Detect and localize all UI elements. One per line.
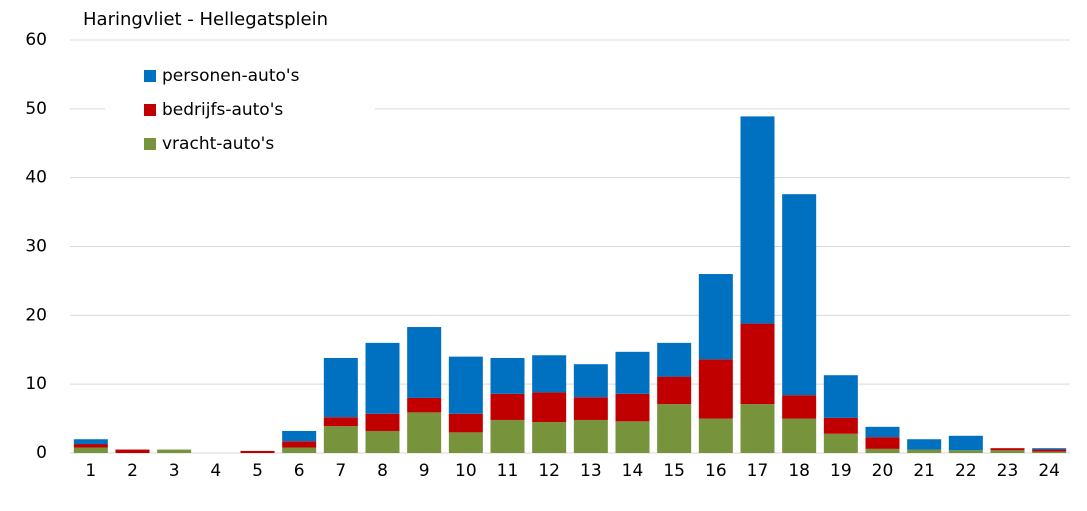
bar-segment [990, 448, 1025, 451]
x-tick-label: 20 [872, 461, 894, 481]
x-tick-label: 2 [127, 461, 138, 481]
y-tick-label: 30 [25, 237, 47, 257]
bar-segment [740, 404, 775, 453]
bar-segment [657, 376, 692, 405]
x-tick-label: 23 [997, 461, 1019, 481]
y-tick-label: 20 [25, 305, 47, 325]
bar-segment [365, 430, 400, 453]
bar-segment [698, 359, 733, 419]
bar-segment [532, 355, 567, 393]
bar-segment [865, 448, 900, 453]
bar-segment [698, 418, 733, 453]
bar-segment [740, 116, 775, 324]
legend-label: personen-auto's [162, 66, 300, 86]
x-tick-label: 19 [830, 461, 852, 481]
bar-segment [573, 419, 608, 453]
bar-segment [782, 395, 817, 419]
bar-segment [865, 426, 900, 438]
bar-segment [73, 439, 108, 445]
x-tick-label: 5 [252, 461, 263, 481]
bar-segment [157, 449, 192, 453]
x-tick-label: 21 [913, 461, 935, 481]
bar-segment [323, 417, 358, 427]
x-tick-label: 12 [538, 461, 560, 481]
legend-label: vracht-auto's [162, 134, 274, 154]
x-tick-label: 15 [663, 461, 685, 481]
bar-segment [407, 412, 442, 453]
legend-label: bedrijfs-auto's [162, 100, 283, 120]
bar-segment [365, 342, 400, 414]
bar-segment [573, 397, 608, 420]
x-tick-label: 22 [955, 461, 977, 481]
y-tick-label: 40 [25, 168, 47, 188]
bar-segment [532, 422, 567, 453]
bar-segment [657, 342, 692, 377]
bar-segment [740, 323, 775, 405]
bar-segment [865, 437, 900, 449]
bar-segment [282, 441, 317, 448]
x-tick-label: 17 [747, 461, 769, 481]
bar-segment [73, 447, 108, 453]
y-tick-label: 50 [25, 99, 47, 119]
bar-segment [323, 358, 358, 418]
chart-title: Haringvliet - Hellegatsplein [83, 9, 328, 30]
x-tick-label: 1 [85, 461, 96, 481]
x-tick-label: 24 [1038, 461, 1060, 481]
bar-segment [490, 393, 525, 420]
bar-segment [573, 364, 608, 398]
x-tick-label: 8 [377, 461, 388, 481]
bar-segment [448, 413, 483, 433]
x-tick-label: 9 [419, 461, 430, 481]
bar-segment [948, 450, 983, 453]
bar-segment [448, 432, 483, 453]
legend-swatch [144, 138, 156, 150]
x-tick-label: 6 [294, 461, 305, 481]
x-tick-label: 11 [497, 461, 519, 481]
bar-segment [365, 413, 400, 431]
y-tick-label: 60 [25, 30, 47, 50]
bar-segment [323, 426, 358, 453]
bar-segment [1032, 448, 1067, 450]
bar-segment [615, 421, 650, 453]
bar-segment [782, 418, 817, 453]
bar-segment [407, 397, 442, 413]
bar-segment [823, 433, 858, 453]
x-tick-label: 7 [335, 461, 346, 481]
y-tick-label: 0 [36, 443, 47, 463]
bar-segment [240, 450, 275, 453]
bar-segment [115, 449, 150, 453]
bar-segment [615, 393, 650, 422]
bar-segment [73, 444, 108, 448]
y-tick-label: 10 [25, 374, 47, 394]
x-tick-label: 3 [169, 461, 180, 481]
x-tick-label: 13 [580, 461, 602, 481]
bar-segment [823, 375, 858, 418]
x-tick-label: 10 [455, 461, 477, 481]
legend-swatch [144, 104, 156, 116]
bar-segment [990, 450, 1025, 453]
legend-swatch [144, 70, 156, 82]
bar-segment [907, 449, 942, 453]
bar-segment [1032, 451, 1067, 453]
bar-segment [782, 194, 817, 396]
bar-segment [532, 392, 567, 423]
bar-segment [698, 274, 733, 360]
bar-segment [907, 439, 942, 450]
bar-segment [1032, 449, 1067, 452]
bar-segment [282, 447, 317, 453]
bar-segment [615, 351, 650, 394]
bar-segment [282, 430, 317, 442]
x-tick-label: 16 [705, 461, 727, 481]
bar-segment [407, 327, 442, 398]
bar-segment [490, 358, 525, 394]
bar-segment [948, 435, 983, 451]
bar-segment [657, 404, 692, 453]
x-tick-label: 14 [622, 461, 644, 481]
bar-segment [823, 417, 858, 434]
x-tick-label: 18 [788, 461, 810, 481]
x-tick-label: 4 [210, 461, 221, 481]
bar-segment [490, 419, 525, 453]
bar-segment [448, 356, 483, 414]
